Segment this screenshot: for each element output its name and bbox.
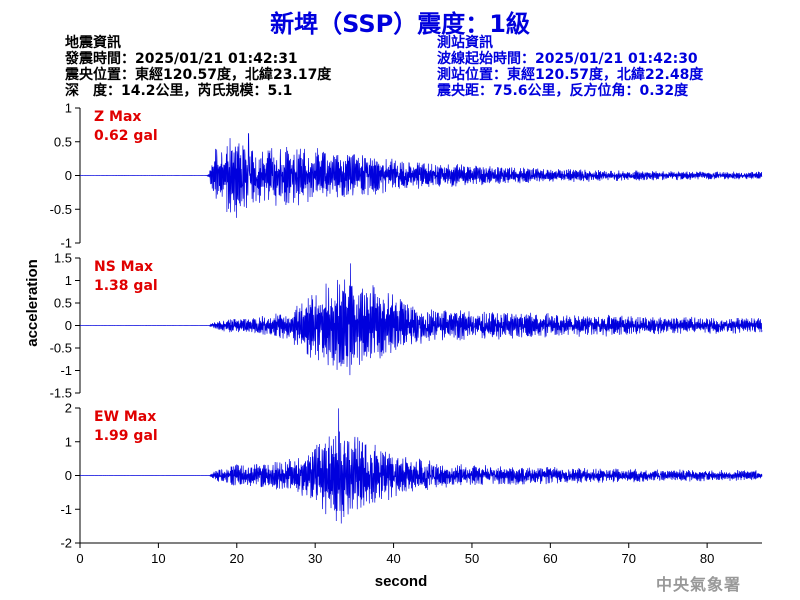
event-epicenter: 震央位置：東經120.57度，北緯23.17度 (65, 67, 332, 83)
legend-z: Z Max 0.62 gal (94, 108, 158, 146)
legend-ew-max: 1.99 gal (94, 428, 158, 444)
series-line-z (79, 133, 763, 218)
x-tick-label: 50 (465, 551, 479, 566)
y-tick-label-ns: 0 (65, 318, 72, 333)
x-tick-label: 40 (386, 551, 400, 566)
y-tick-label-ns: -0.5 (50, 341, 72, 356)
y-tick-label-ew: 1 (65, 434, 72, 449)
y-tick-label-ew: -1 (60, 502, 72, 517)
legend-z-label: Z Max (94, 109, 142, 125)
y-tick-label-ew: 2 (65, 401, 72, 416)
x-tick-label: 60 (543, 551, 557, 566)
x-axis-label: second (375, 573, 428, 590)
y-tick-label-z: -1 (60, 236, 72, 251)
y-tick-label-ns: 0.5 (54, 296, 72, 311)
y-axis-label: acceleration (24, 259, 41, 347)
series-line-ns (79, 263, 763, 376)
y-tick-label-ew: -2 (60, 536, 72, 551)
x-tick-label: 80 (700, 551, 714, 566)
event-info-heading: 地震資訊 (65, 35, 121, 51)
legend-z-max: 0.62 gal (94, 128, 158, 144)
station-info: 測站資訊 波線起始時間：2025/01/21 01:42:30 測站位置：東經1… (437, 35, 703, 99)
station-distance: 震央距：75.6公里，反方位角：0.32度 (437, 83, 689, 99)
y-tick-label-z: -0.5 (50, 202, 72, 217)
event-origin-time: 發震時間：2025/01/21 01:42:31 (65, 51, 298, 67)
y-tick-label-z: 0 (65, 168, 72, 183)
y-tick-label-z: 0.5 (54, 134, 72, 149)
station-info-heading: 測站資訊 (437, 35, 493, 51)
legend-ew-label: EW Max (94, 409, 157, 425)
station-location: 測站位置：東經120.57度，北緯22.48度 (437, 67, 704, 83)
legend-ns-label: NS Max (94, 259, 154, 275)
page-title: 新埤（SSP）震度：1級 (270, 10, 530, 38)
legend-ns: NS Max 1.38 gal (94, 258, 158, 296)
x-tick-label: 10 (151, 551, 165, 566)
y-tick-label-ns: -1.5 (50, 386, 72, 401)
y-tick-label-z: 1 (65, 101, 72, 116)
y-tick-label-ns: 1 (65, 273, 72, 288)
legend-ns-max: 1.38 gal (94, 278, 158, 294)
y-tick-label-ns: -1 (60, 363, 72, 378)
x-tick-label: 0 (76, 551, 83, 566)
event-info: 地震資訊 發震時間：2025/01/21 01:42:31 震央位置：東經120… (65, 35, 331, 99)
legend-ew: EW Max 1.99 gal (94, 408, 158, 446)
event-depth-magnitude: 深 度：14.2公里，芮氏規模：5.1 (65, 83, 293, 99)
x-tick-label: 30 (308, 551, 322, 566)
x-tick-label: 20 (230, 551, 244, 566)
agency-watermark: 中央氣象署 (656, 575, 742, 594)
station-start-time: 波線起始時間：2025/01/21 01:42:30 (437, 51, 698, 67)
y-tick-label-ns: 1.5 (54, 251, 72, 266)
x-tick-label: 70 (622, 551, 636, 566)
series-line-ew (79, 408, 763, 524)
y-tick-label-ew: 0 (65, 468, 72, 483)
